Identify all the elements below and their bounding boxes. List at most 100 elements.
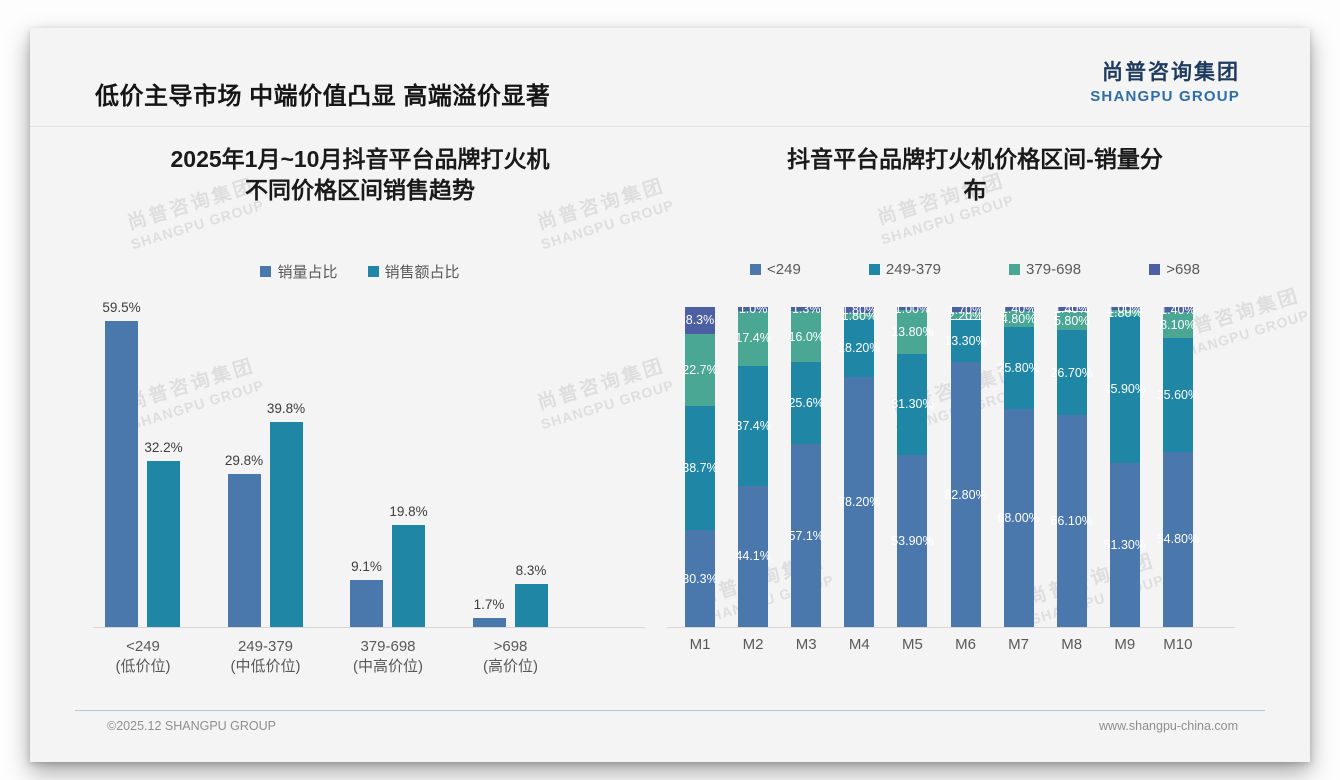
stacked-bar: 54.80% 35.60% 8.10% 1.40% (1157, 303, 1199, 627)
bar-segment: 37.4% (735, 366, 771, 486)
slide-card: 低价主导市场 中端价值凸显 高端溢价显著 尚普咨询集团 SHANGPU GROU… (30, 28, 1311, 762)
right-chart-x-axis-line (667, 627, 1235, 628)
bar-value-label: 39.8% (266, 401, 306, 417)
bar-segment: 1.40% (1001, 302, 1036, 316)
stacked-bar: 44.1% 37.4% 17.4% 1.0% (735, 302, 771, 627)
segment-value-label: 2.20% (947, 308, 984, 323)
bar-segment: 1.40% (1054, 302, 1089, 316)
footer-website: www.shangpu-china.com (1099, 719, 1238, 733)
logo-chinese-name: 尚普咨询集团 (1102, 61, 1240, 84)
segment-value-label: 51.30% (1103, 537, 1146, 552)
category-label: M5 (901, 636, 923, 653)
bar: 39.8% (267, 401, 305, 627)
stacked-bar: 66.10% 26.70% 5.80% 1.40% (1050, 302, 1093, 627)
stacked-bar: 68.00% 25.80% 4.80% 1.40% (997, 302, 1040, 627)
bar-segment: 8.3% (685, 307, 715, 334)
bar: 9.1% (350, 559, 383, 627)
segment-value-label: 13.30% (944, 333, 987, 348)
bar: 32.2% (144, 440, 183, 627)
legend-label: <249 (767, 261, 801, 278)
bar-group: 29.8% 39.8% (225, 401, 305, 627)
bar-segment: 1.80% (842, 303, 877, 317)
bar-segment: 4.80% (1001, 311, 1036, 327)
logo-english-name: SHANGPU GROUP (1090, 88, 1240, 105)
bar-segment: 54.80% (1157, 451, 1199, 627)
stacked-bar: 78.20% 18.20% 1.80% 1.80% (838, 303, 881, 627)
bar-segment: 31.30% (891, 354, 934, 455)
left-chart-x-axis-line (93, 627, 645, 628)
legend-label: 379-698 (1026, 261, 1082, 278)
legend-swatch (1149, 264, 1161, 275)
bar-segment: 51.30% (1104, 462, 1146, 627)
company-logo: 尚普咨询集团 SHANGPU GROUP (1090, 56, 1240, 105)
title-divider (30, 126, 1310, 127)
stacked-bar: 51.30% 45.90% 1.80% 1.00% (1104, 302, 1146, 627)
bar-segment: 68.00% (997, 409, 1040, 627)
bar-segment: 82.80% (944, 362, 987, 627)
legend-item: 379-698 (1009, 261, 1081, 278)
bar-segment: 1.3% (791, 302, 822, 316)
legend-item: 249-379 (868, 261, 941, 278)
bar-segment: 1.0% (738, 302, 769, 316)
segment-value-label: 1.00% (894, 301, 931, 316)
segment-value-label: 8.3% (685, 313, 715, 328)
bar-segment: 16.0% (788, 311, 824, 363)
category-label: M4 (848, 636, 870, 653)
bar-segment: 35.60% (1157, 337, 1199, 452)
segment-value-label: 57.1% (788, 528, 824, 543)
legend-label: 销量占比 (277, 264, 338, 281)
segment-value-label: 22.7% (682, 362, 718, 377)
bar-segment: 57.1% (788, 444, 824, 627)
segment-value-label: 1.00% (1107, 301, 1143, 316)
segment-value-label: 31.30% (891, 397, 934, 412)
legend-item: 销量占比 (260, 261, 338, 282)
bar: 8.3% (514, 563, 548, 627)
category-label: M1 (689, 636, 711, 653)
category-label: 249-379 (中低价位) (230, 638, 301, 676)
segment-value-label: 37.4% (735, 419, 771, 434)
segment-value-label: 68.00% (997, 511, 1040, 526)
legend-swatch (1009, 264, 1021, 275)
category-label: >698 (高价位) (483, 638, 538, 676)
segment-value-label: 45.90% (1103, 382, 1146, 397)
legend-item: >698 (1149, 261, 1200, 278)
legend-item: 销售额占比 (367, 261, 460, 282)
category-label: M9 (1114, 636, 1136, 653)
bar-segment: 45.90% (1104, 315, 1146, 463)
bar-segment: 26.70% (1050, 330, 1093, 416)
category-label: M2 (742, 636, 764, 653)
bar-value-label: 8.3% (515, 563, 547, 579)
segment-value-label: 1.80% (841, 302, 878, 317)
category-label: M7 (1008, 636, 1030, 653)
segment-value-label: 1.40% (1000, 302, 1037, 317)
bar-segment: 13.30% (944, 319, 987, 363)
bar-segment: 1.40% (1160, 303, 1195, 317)
bar-segment: 13.80% (891, 310, 934, 355)
bar-segment: 53.90% (891, 454, 934, 627)
bar-segment: 78.20% (838, 376, 881, 627)
legend-item: <249 (750, 261, 801, 278)
bar-group: 59.5% 32.2% (102, 300, 183, 627)
right-chart-legend: <249 249-379 379-698 >698 (695, 261, 1255, 278)
segment-value-label: 82.80% (944, 487, 987, 502)
bar-group: 1.7% 8.3% (472, 563, 548, 627)
category-label: M3 (795, 636, 817, 653)
segment-value-label: 18.20% (838, 340, 881, 355)
category-label: M6 (955, 636, 976, 653)
bar: 1.7% (472, 597, 506, 627)
right-chart-plot-area: 30.3% 38.7% 22.7% 8.3% M1 44.1% 37.4% 17.4% 1.0%… (655, 292, 1245, 653)
segment-value-label: 38.7% (682, 461, 718, 476)
segment-value-label: 16.0% (788, 329, 824, 344)
left-chart-plot-area: 59.5% 32.2% <249 (低价位) 29.8% 39.8% 249-379 (中… (65, 292, 645, 675)
segment-value-label: 25.6% (788, 396, 824, 411)
bar-segment: 30.3% (682, 530, 718, 627)
bar-segment: 1.00% (1107, 302, 1142, 316)
segment-value-label: 44.1% (735, 549, 771, 564)
footer-divider (75, 710, 1265, 711)
bar-group: 9.1% 19.8% (350, 504, 428, 627)
right-chart-title: 抖音平台品牌打火机价格区间-销量分 布 (787, 146, 1163, 204)
bar: 19.8% (389, 504, 428, 627)
category-label: M10 (1163, 636, 1193, 653)
bar-segment: 44.1% (735, 485, 771, 627)
bar-value-label: 19.8% (389, 504, 428, 520)
